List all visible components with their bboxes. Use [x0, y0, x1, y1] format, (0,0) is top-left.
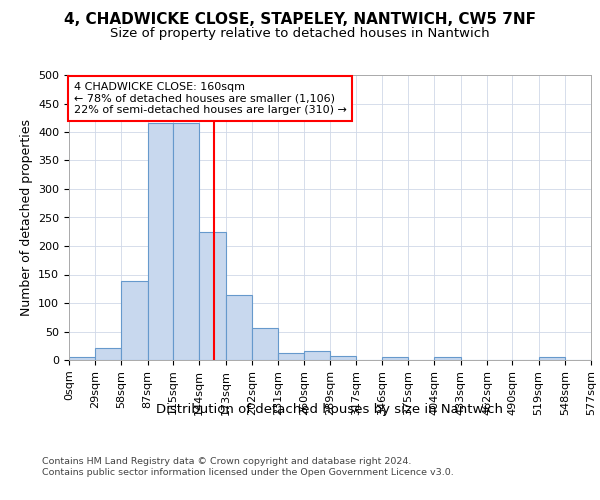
Bar	[278, 353, 304, 360]
Text: Contains HM Land Registry data © Crown copyright and database right 2024.
Contai: Contains HM Land Registry data © Crown c…	[42, 458, 454, 477]
Text: 4 CHADWICKE CLOSE: 160sqm
← 78% of detached houses are smaller (1,106)
22% of se: 4 CHADWICKE CLOSE: 160sqm ← 78% of detac…	[74, 82, 346, 115]
Text: Distribution of detached houses by size in Nantwich: Distribution of detached houses by size …	[157, 402, 503, 415]
Bar	[252, 328, 278, 360]
Bar	[434, 357, 461, 360]
Bar	[539, 357, 565, 360]
Bar	[226, 295, 252, 360]
Bar	[382, 357, 408, 360]
Bar	[331, 356, 356, 360]
Bar	[148, 124, 173, 360]
Bar	[69, 357, 95, 360]
Text: 4, CHADWICKE CLOSE, STAPELEY, NANTWICH, CW5 7NF: 4, CHADWICKE CLOSE, STAPELEY, NANTWICH, …	[64, 12, 536, 28]
Bar	[304, 352, 331, 360]
Y-axis label: Number of detached properties: Number of detached properties	[20, 119, 32, 316]
Bar	[95, 348, 121, 360]
Bar	[121, 281, 148, 360]
Text: Size of property relative to detached houses in Nantwich: Size of property relative to detached ho…	[110, 28, 490, 40]
Bar	[199, 232, 226, 360]
Bar	[173, 124, 199, 360]
